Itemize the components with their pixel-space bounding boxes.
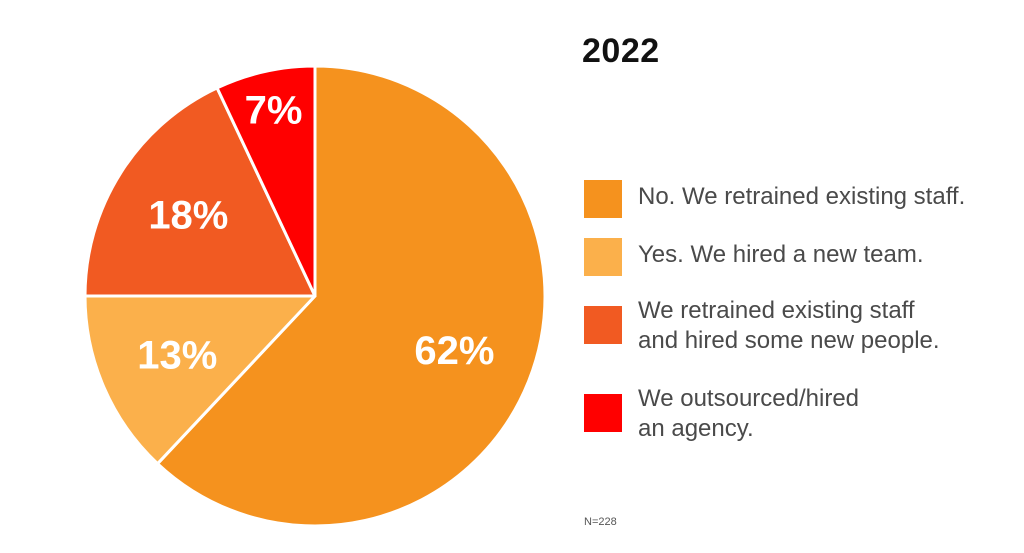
legend-label-hired-new-team: Yes. We hired a new team. (638, 241, 924, 268)
legend-swatch-outsourced (584, 394, 622, 432)
slice-label-hired-new-team: 13% (137, 334, 217, 378)
sample-size-note: N=228 (584, 516, 617, 528)
legend-label-retrained-and-hired: We retrained existing staff and hired so… (638, 297, 940, 354)
legend-label-retrained: No. We retrained existing staff. (638, 183, 966, 210)
slice-label-retrained-and-hired: 18% (148, 194, 228, 238)
slice-label-retrained: 62% (414, 329, 494, 373)
legend-swatch-retrained (584, 180, 622, 218)
chart-title: 2022 (582, 32, 660, 70)
legend-swatch-hired-new-team (584, 238, 622, 276)
pie-slice-hired-new-team (83, 294, 317, 466)
pie-slice-outsourced (215, 64, 317, 298)
pie-slices (83, 64, 547, 528)
legend-label-outsourced: We outsourced/hired an agency. (638, 385, 860, 442)
slice-label-outsourced: 7% (245, 89, 303, 133)
pie-chart: 62% 13% 18% 7% (83, 64, 547, 528)
pie-slice-retrained-and-hired (83, 86, 317, 298)
pie-slice-retrained (156, 64, 547, 528)
legend-swatch-retrained-and-hired (584, 306, 622, 344)
pie-labels: 62% 13% 18% 7% (137, 89, 494, 378)
